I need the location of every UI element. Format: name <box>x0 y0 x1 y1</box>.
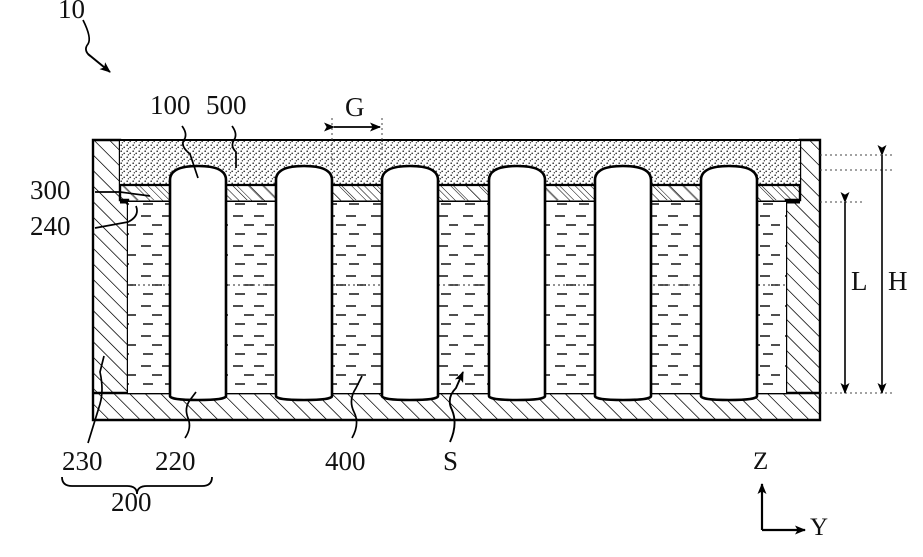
ref-label-100: 100 <box>150 92 191 119</box>
ref-label-400: 400 <box>325 448 366 475</box>
rod-4 <box>489 166 545 400</box>
ref-label-220: 220 <box>155 448 196 475</box>
ref-label-230: 230 <box>62 448 103 475</box>
dimension-label-H: H <box>888 268 908 295</box>
rod-2 <box>276 166 332 400</box>
figure-drawing <box>0 0 923 557</box>
axis-label-y: Y <box>810 515 828 540</box>
dimension-label-G: G <box>345 94 365 121</box>
ref-label-300: 300 <box>30 177 71 204</box>
rod-1 <box>170 166 226 400</box>
rod-3 <box>382 166 438 400</box>
coordinate-axes <box>762 484 805 530</box>
rod-5 <box>595 166 651 400</box>
rod-6 <box>701 166 757 400</box>
ref-label-S: S <box>443 448 458 475</box>
dimension-label-L: L <box>851 268 868 295</box>
axis-label-z: Z <box>753 449 768 474</box>
ref-label-200: 200 <box>111 489 152 516</box>
ref-label-10: 10 <box>58 0 85 23</box>
ref-label-500: 500 <box>206 92 247 119</box>
ref-label-240: 240 <box>30 213 71 240</box>
patent-figure-canvas: 10 100 500 300 240 230 220 200 400 S G L… <box>0 0 923 557</box>
